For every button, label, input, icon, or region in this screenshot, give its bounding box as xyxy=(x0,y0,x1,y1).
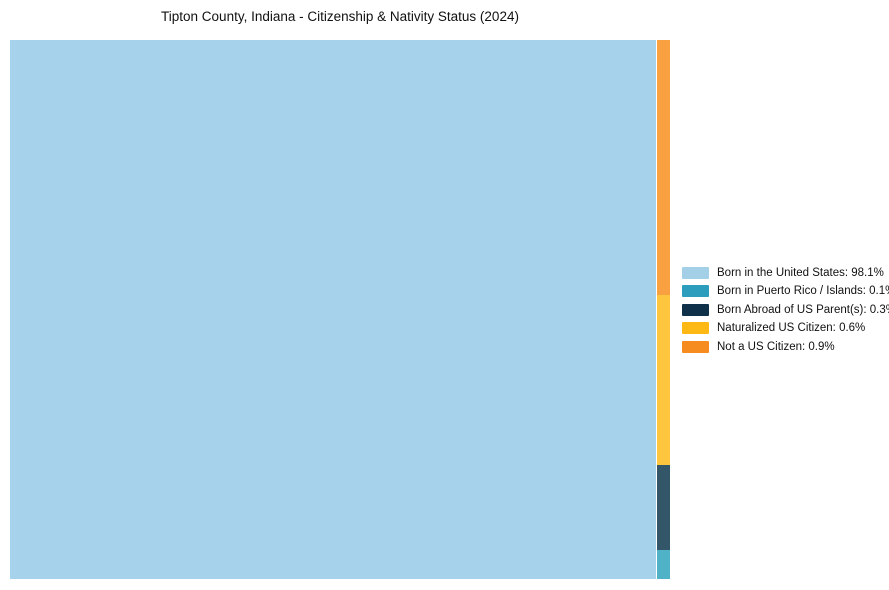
legend-item: Born in the United States: 98.1% xyxy=(682,267,889,279)
legend: Born in the United States: 98.1% Born in … xyxy=(682,267,889,359)
treemap-tile-born-abroad-of-us-parent-s xyxy=(657,465,670,550)
legend-swatch xyxy=(682,303,709,316)
treemap-tile-born-in-the-united-states xyxy=(10,40,656,579)
legend-swatch xyxy=(682,267,709,279)
legend-label: Not a US Citizen: 0.9% xyxy=(717,340,835,353)
legend-label: Naturalized US Citizen: 0.6% xyxy=(717,322,866,335)
legend-item: Naturalized US Citizen: 0.6% xyxy=(682,322,889,335)
legend-item: Born in Puerto Rico / Islands: 0.1% xyxy=(682,285,889,298)
legend-item: Born Abroad of US Parent(s): 0.3% xyxy=(682,303,889,316)
plot-area xyxy=(10,40,670,579)
legend-label: Born Abroad of US Parent(s): 0.3% xyxy=(717,303,889,316)
legend-swatch xyxy=(682,340,709,353)
legend-swatch xyxy=(682,322,709,335)
legend-label: Born in the United States: 98.1% xyxy=(717,267,884,279)
treemap-tile-not-a-us-citizen xyxy=(657,40,670,295)
legend-label: Born in Puerto Rico / Islands: 0.1% xyxy=(717,285,889,298)
legend-item: Not a US Citizen: 0.9% xyxy=(682,340,889,353)
chart-title: Tipton County, Indiana - Citizenship & N… xyxy=(161,9,519,24)
legend-swatch xyxy=(682,285,709,298)
treemap-tile-born-in-puerto-rico-islands xyxy=(657,550,670,579)
treemap-tile-naturalized-us-citizen xyxy=(657,295,670,465)
